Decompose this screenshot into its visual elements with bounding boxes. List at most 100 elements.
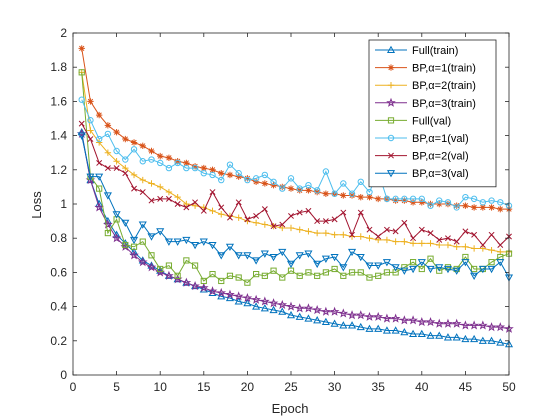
data-point xyxy=(227,214,233,221)
data-point xyxy=(427,230,434,237)
data-point xyxy=(295,312,304,320)
data-point xyxy=(453,204,460,211)
data-point xyxy=(478,336,487,344)
y-tick-label: 0.4 xyxy=(50,300,67,314)
legend-marker xyxy=(386,97,396,107)
data-point xyxy=(340,231,347,238)
data-point xyxy=(409,329,418,338)
data-point xyxy=(409,199,417,206)
data-point xyxy=(488,231,495,238)
data-point xyxy=(443,333,453,341)
data-point xyxy=(427,240,434,247)
data-point xyxy=(383,236,391,244)
data-point xyxy=(112,211,121,219)
data-point xyxy=(487,265,496,274)
data-point xyxy=(165,188,173,196)
data-point xyxy=(242,293,253,303)
data-point xyxy=(165,262,173,269)
y-tick-label: 2 xyxy=(60,26,67,40)
data-point xyxy=(382,326,391,334)
data-point xyxy=(139,158,146,165)
data-point xyxy=(199,238,208,246)
data-point xyxy=(418,195,425,203)
data-point xyxy=(139,189,146,195)
data-point xyxy=(95,135,103,143)
data-point xyxy=(200,277,207,285)
x-tick-label: 5 xyxy=(113,380,120,394)
data-point xyxy=(78,69,85,76)
data-point xyxy=(286,310,296,319)
data-point xyxy=(183,204,190,211)
data-point xyxy=(366,193,373,201)
data-point xyxy=(260,304,269,312)
x-tick-label: 35 xyxy=(372,380,386,394)
data-point xyxy=(157,265,164,273)
data-point xyxy=(191,241,200,250)
data-point xyxy=(347,248,357,257)
data-point xyxy=(364,311,375,321)
plot-area xyxy=(76,45,514,348)
x-tick-label: 30 xyxy=(328,380,342,394)
data-point xyxy=(87,98,94,105)
data-point xyxy=(252,178,260,185)
data-point xyxy=(409,195,417,203)
data-point xyxy=(103,192,112,200)
data-point xyxy=(321,255,330,263)
data-point xyxy=(426,265,435,274)
legend-box xyxy=(368,39,497,188)
data-point xyxy=(479,242,486,248)
data-point xyxy=(191,164,199,172)
data-point xyxy=(392,195,399,203)
data-point xyxy=(129,247,139,255)
data-point xyxy=(121,239,130,247)
data-point xyxy=(470,334,479,343)
data-point xyxy=(418,265,425,273)
data-point xyxy=(357,209,364,216)
data-point xyxy=(462,193,469,201)
data-point xyxy=(191,202,199,209)
data-point xyxy=(235,170,242,177)
data-point xyxy=(270,178,277,185)
data-point xyxy=(401,219,408,226)
data-point xyxy=(305,187,312,194)
data-point xyxy=(261,171,269,179)
data-point xyxy=(233,291,244,301)
data-point xyxy=(314,218,321,225)
data-point xyxy=(313,260,322,269)
x-tick-label: 20 xyxy=(241,380,255,394)
y-tick-label: 0.8 xyxy=(50,231,67,245)
data-point xyxy=(296,272,303,279)
data-point xyxy=(471,265,478,273)
data-point xyxy=(148,180,155,187)
data-point xyxy=(303,303,314,313)
data-point xyxy=(296,226,303,233)
data-point xyxy=(130,171,138,179)
data-point xyxy=(122,241,129,249)
data-point xyxy=(95,111,103,119)
data-point xyxy=(417,316,427,327)
data-point xyxy=(313,188,321,196)
data-point xyxy=(391,326,400,334)
data-point xyxy=(322,190,330,197)
data-point xyxy=(261,180,269,187)
data-point xyxy=(295,252,304,260)
data-point xyxy=(252,257,261,265)
data-point xyxy=(113,165,120,172)
data-point xyxy=(305,207,312,214)
x-tick-label: 10 xyxy=(154,380,168,394)
data-point xyxy=(436,267,443,274)
data-point xyxy=(287,224,295,232)
data-point xyxy=(270,267,277,274)
data-point xyxy=(391,264,400,272)
data-point xyxy=(131,185,137,192)
legend-marker xyxy=(388,152,394,159)
data-point xyxy=(139,142,146,150)
legend-entry: Full(val) xyxy=(375,115,451,127)
data-point xyxy=(418,226,425,233)
data-point xyxy=(103,219,113,229)
legend-entry: BP,α=3(val) xyxy=(375,168,469,180)
data-point xyxy=(348,269,356,276)
data-point xyxy=(390,313,401,323)
legend-entry: BP,α=2(train) xyxy=(375,80,476,92)
data-point xyxy=(138,256,147,264)
